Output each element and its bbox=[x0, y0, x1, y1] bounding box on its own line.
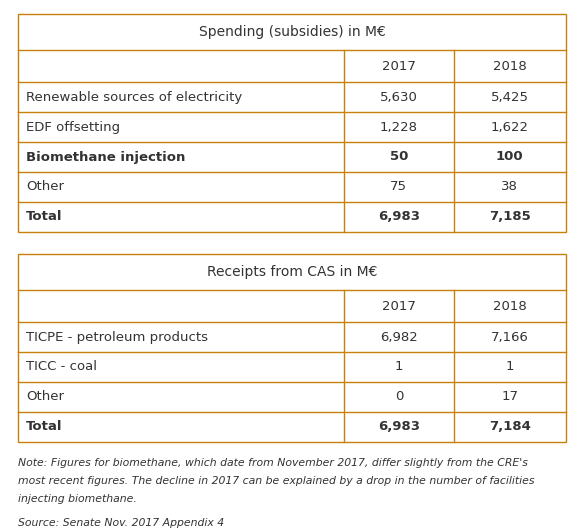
Text: 2017: 2017 bbox=[382, 299, 416, 313]
Text: EDF offsetting: EDF offsetting bbox=[26, 120, 120, 134]
Text: injecting biomethane.: injecting biomethane. bbox=[18, 494, 137, 504]
Text: 5,630: 5,630 bbox=[380, 91, 418, 103]
Text: 1,228: 1,228 bbox=[380, 120, 418, 134]
Text: 75: 75 bbox=[390, 181, 408, 193]
Text: 6,983: 6,983 bbox=[378, 420, 420, 434]
Text: 38: 38 bbox=[502, 181, 518, 193]
Text: 5,425: 5,425 bbox=[491, 91, 529, 103]
Text: 100: 100 bbox=[496, 151, 524, 163]
Text: TICC - coal: TICC - coal bbox=[26, 360, 97, 374]
Text: 1: 1 bbox=[506, 360, 514, 374]
Text: 2018: 2018 bbox=[493, 59, 527, 73]
Bar bbox=[18, 254, 566, 442]
Text: Other: Other bbox=[26, 181, 64, 193]
Text: 0: 0 bbox=[395, 391, 403, 403]
Text: Receipts from CAS in M€: Receipts from CAS in M€ bbox=[207, 265, 377, 279]
Text: Renewable sources of electricity: Renewable sources of electricity bbox=[26, 91, 242, 103]
Text: Source: Senate Nov. 2017 Appendix 4: Source: Senate Nov. 2017 Appendix 4 bbox=[18, 518, 224, 528]
Text: 7,166: 7,166 bbox=[491, 331, 529, 343]
Text: 50: 50 bbox=[390, 151, 408, 163]
Bar bbox=[18, 14, 566, 232]
Text: 7,184: 7,184 bbox=[489, 420, 531, 434]
Text: 1,622: 1,622 bbox=[491, 120, 529, 134]
Text: 1: 1 bbox=[395, 360, 403, 374]
Text: most recent figures. The decline in 2017 can be explained by a drop in the numbe: most recent figures. The decline in 2017… bbox=[18, 476, 534, 486]
Text: 2017: 2017 bbox=[382, 59, 416, 73]
Text: 7,185: 7,185 bbox=[489, 210, 531, 224]
Text: Total: Total bbox=[26, 210, 62, 224]
Text: 6,983: 6,983 bbox=[378, 210, 420, 224]
Text: Note: Figures for biomethane, which date from November 2017, differ slightly fro: Note: Figures for biomethane, which date… bbox=[18, 458, 528, 468]
Text: Total: Total bbox=[26, 420, 62, 434]
Text: 2018: 2018 bbox=[493, 299, 527, 313]
Text: Other: Other bbox=[26, 391, 64, 403]
Text: TICPE - petroleum products: TICPE - petroleum products bbox=[26, 331, 208, 343]
Text: 6,982: 6,982 bbox=[380, 331, 418, 343]
Text: Spending (subsidies) in M€: Spending (subsidies) in M€ bbox=[199, 25, 385, 39]
Text: Biomethane injection: Biomethane injection bbox=[26, 151, 185, 163]
Text: 17: 17 bbox=[501, 391, 519, 403]
